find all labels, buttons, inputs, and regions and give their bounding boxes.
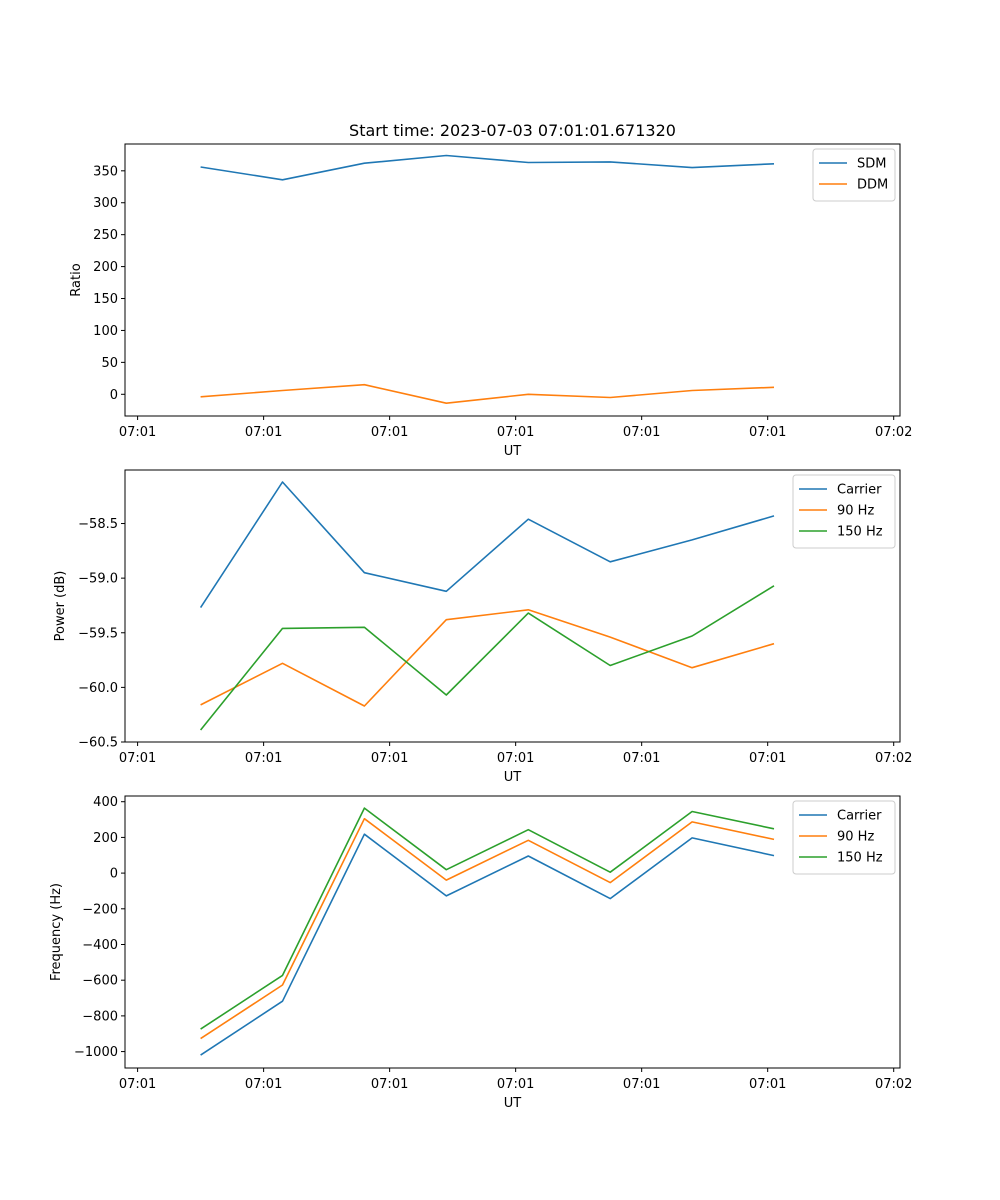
frequency-series-line-150-hz — [200, 807, 775, 1030]
frequency-y-tick-label: −400 — [82, 938, 118, 953]
power-panel: 07:01 07:01 07:01 07:01 07:01 07:01 07:02 −60.5… — [53, 469, 912, 785]
frequency-panel: 07:01 07:01 07:01 07:01 07:01 07:01 07:02 −1000… — [49, 795, 912, 1111]
power-legend-label: Carrier — [837, 483, 882, 498]
ratio-y-tick-label: 50 — [101, 356, 118, 371]
ratio-series-line-ddm — [200, 383, 775, 405]
ratio-y-tick-label: 150 — [93, 292, 118, 307]
ratio-x-tick-label: 07:02 — [875, 425, 912, 440]
frequency-x-tick-label: 07:01 — [119, 1077, 156, 1092]
frequency-series-line-90-hz — [200, 817, 775, 1040]
chart-title: Start time: 2023-07-03 07:01:01.671320 — [349, 121, 676, 140]
ratio-legend — [812, 148, 896, 202]
frequency-y-tick-label: 200 — [93, 831, 118, 846]
frequency-y-tick-label: 0 — [110, 867, 118, 882]
ratio-axes-frame — [124, 143, 901, 417]
ratio-y-tick-label: 300 — [93, 196, 118, 211]
power-x-tick-label: 07:01 — [623, 751, 660, 766]
frequency-y-tick-label: −1000 — [74, 1045, 118, 1060]
power-y-tick-label: −60.5 — [78, 736, 118, 751]
power-series-line-150-hz — [199, 585, 775, 731]
power-y-tick-label: −60.0 — [78, 681, 118, 696]
ratio-y-axis-label: Ratio — [69, 263, 84, 296]
power-x-tick-label: 07:01 — [749, 751, 786, 766]
frequency-y-tick-label: −600 — [82, 974, 118, 989]
frequency-x-tick-label: 07:01 — [749, 1077, 786, 1092]
frequency-legend — [792, 800, 896, 875]
ratio-legend-label: SDM — [857, 157, 886, 172]
frequency-legend-label: 90 Hz — [837, 830, 874, 845]
frequency-x-tick-label: 07:01 — [623, 1077, 660, 1092]
power-x-axis-label: UT — [504, 770, 522, 785]
ratio-x-tick-label: 07:01 — [497, 425, 534, 440]
frequency-y-tick-label: −800 — [82, 1009, 118, 1024]
frequency-axes-frame — [124, 795, 901, 1069]
frequency-x-tick-label: 07:01 — [497, 1077, 534, 1092]
ratio-y-tick-label: 200 — [93, 260, 118, 275]
power-x-tick-label: 07:01 — [119, 751, 156, 766]
power-x-tick-label: 07:01 — [371, 751, 408, 766]
ratio-y-tick-label: 250 — [93, 228, 118, 243]
frequency-legend-label: Carrier — [837, 809, 882, 824]
ratio-x-tick-label: 07:01 — [371, 425, 408, 440]
ratio-legend-label: DDM — [857, 178, 888, 193]
ratio-y-tick-label: 350 — [93, 164, 118, 179]
ratio-x-axis-label: UT — [504, 444, 522, 459]
frequency-x-tick-label: 07:02 — [875, 1077, 912, 1092]
frequency-x-tick-label: 07:01 — [371, 1077, 408, 1092]
ratio-y-tick-label: 100 — [93, 324, 118, 339]
frequency-series-line-carrier — [200, 833, 775, 1056]
ratio-x-tick-label: 07:01 — [623, 425, 660, 440]
ratio-series-line-sdm — [200, 154, 775, 181]
power-y-tick-label: −59.0 — [78, 572, 118, 587]
power-y-axis-label: Power (dB) — [53, 571, 68, 642]
power-y-tick-label: −59.5 — [78, 626, 118, 641]
ratio-y-tick-label: 0 — [110, 388, 118, 403]
power-y-tick-label: −58.5 — [78, 517, 118, 532]
frequency-y-tick-label: −200 — [82, 902, 118, 917]
power-x-tick-label: 07:01 — [497, 751, 534, 766]
ratio-x-tick-label: 07:01 — [119, 425, 156, 440]
ratio-panel: 07:01 07:01 07:01 07:01 07:01 07:01 07:02 0 50 10… — [69, 121, 912, 459]
power-series-line-90-hz — [200, 608, 775, 707]
power-legend-label: 150 Hz — [837, 525, 883, 540]
power-legend-label: 90 Hz — [837, 504, 874, 519]
ratio-x-tick-label: 07:01 — [749, 425, 786, 440]
power-legend — [792, 474, 896, 549]
power-axes-frame — [124, 469, 901, 743]
frequency-x-axis-label: UT — [504, 1096, 522, 1111]
power-x-tick-label: 07:02 — [875, 751, 912, 766]
power-series-line-carrier — [199, 481, 775, 609]
frequency-y-tick-label: 400 — [93, 795, 118, 810]
frequency-y-axis-label: Frequency (Hz) — [49, 883, 64, 981]
ratio-x-tick-label: 07:01 — [245, 425, 282, 440]
frequency-legend-label: 150 Hz — [837, 851, 883, 866]
frequency-x-tick-label: 07:01 — [245, 1077, 282, 1092]
power-x-tick-label: 07:01 — [245, 751, 282, 766]
